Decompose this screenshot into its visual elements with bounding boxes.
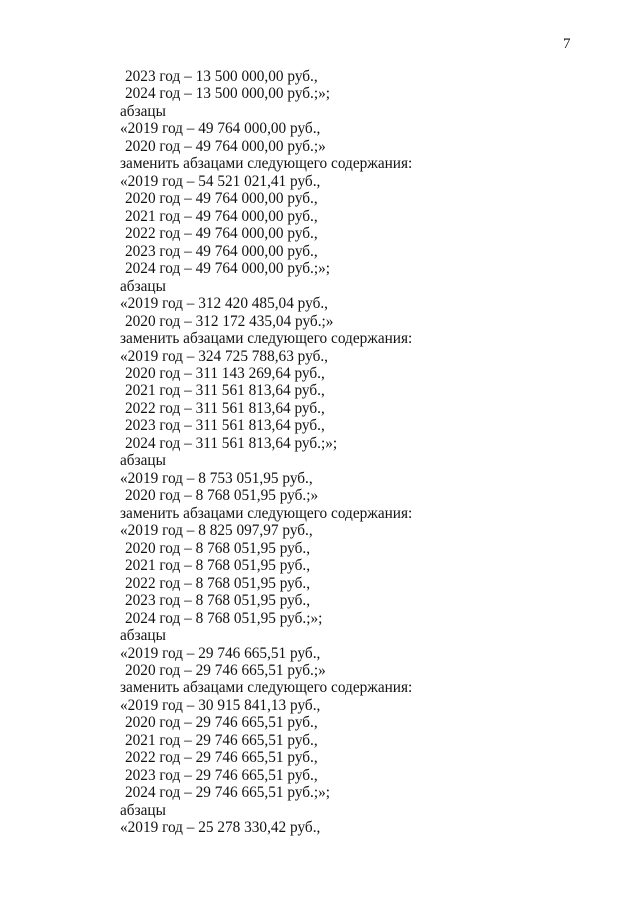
text-line: заменить абзацами следующего содержания:: [120, 155, 413, 173]
text-line: «2019 год – 8 825 097,97 руб.,: [120, 522, 313, 540]
text-line: «2019 год – 25 278 330,42 руб.,: [120, 819, 321, 837]
text-line: 2020 год – 29 746 665,51 руб.;»: [125, 661, 326, 679]
text-line: 2023 год – 49 764 000,00 руб.,: [125, 242, 318, 260]
text-line: 2022 год – 29 746 665,51 руб.,: [125, 749, 318, 767]
text-line: 2020 год – 312 172 435,04 руб.;»: [125, 312, 334, 330]
text-line: 2021 год – 29 746 665,51 руб.,: [125, 731, 318, 749]
text-line: 2024 год – 49 764 000,00 руб.;»;: [125, 260, 331, 278]
text-line: «2019 год – 54 521 021,41 руб.,: [120, 172, 321, 190]
text-line: абзацы: [120, 277, 166, 295]
text-line: 2023 год – 29 746 665,51 руб.,: [125, 766, 318, 784]
text-line: 2024 год – 29 746 665,51 руб.;»;: [125, 784, 331, 802]
text-line: 2021 год – 311 561 813,64 руб.,: [125, 382, 325, 400]
text-line: 2020 год – 49 764 000,00 руб.,: [125, 190, 318, 208]
text-line: 2024 год – 13 500 000,00 руб.;»;: [125, 85, 331, 103]
text-line: абзацы: [120, 801, 166, 819]
text-line: 2020 год – 311 143 269,64 руб.,: [125, 364, 325, 382]
text-line: «2019 год – 29 746 665,51 руб.,: [120, 644, 321, 662]
text-line: 2023 год – 8 768 051,95 руб.,: [125, 592, 311, 610]
text-line: абзацы: [120, 627, 166, 645]
text-line: 2022 год – 49 764 000,00 руб.,: [125, 225, 318, 243]
text-line: 2022 год – 8 768 051,95 руб.,: [125, 574, 311, 592]
text-line: заменить абзацами следующего содержания:: [120, 330, 413, 348]
text-line: заменить абзацами следующего содержания:: [120, 679, 413, 697]
text-line: 2024 год – 311 561 813,64 руб.;»;: [125, 434, 338, 452]
text-line: 2020 год – 8 768 051,95 руб.,: [125, 539, 311, 557]
text-line: заменить абзацами следующего содержания:: [120, 504, 413, 522]
text-line: «2019 год – 49 764 000,00 руб.,: [120, 120, 321, 138]
text-line: «2019 год – 324 725 788,63 руб.,: [120, 347, 329, 365]
text-line: «2019 год – 312 420 485,04 руб.,: [120, 295, 329, 313]
text-line: 2020 год – 8 768 051,95 руб.;»: [125, 487, 319, 505]
text-line: «2019 год – 8 753 051,95 руб.,: [120, 469, 313, 487]
text-line: 2024 год – 8 768 051,95 руб.;»;: [125, 609, 323, 627]
text-line: 2021 год – 49 764 000,00 руб.,: [125, 207, 318, 225]
text-line: 2020 год – 49 764 000,00 руб.;»: [125, 137, 326, 155]
text-line: 2021 год – 8 768 051,95 руб.,: [125, 557, 311, 575]
text-line: абзацы: [120, 102, 166, 120]
text-line: абзацы: [120, 452, 166, 470]
page-number: 7: [563, 36, 571, 52]
text-line: 2020 год – 29 746 665,51 руб.,: [125, 714, 318, 732]
text-line: «2019 год – 30 915 841,13 руб.,: [120, 696, 321, 714]
text-line: 2023 год – 311 561 813,64 руб.,: [125, 417, 325, 435]
text-line: 2022 год – 311 561 813,64 руб.,: [125, 399, 325, 417]
text-line: 2023 год – 13 500 000,00 руб.,: [125, 68, 318, 85]
